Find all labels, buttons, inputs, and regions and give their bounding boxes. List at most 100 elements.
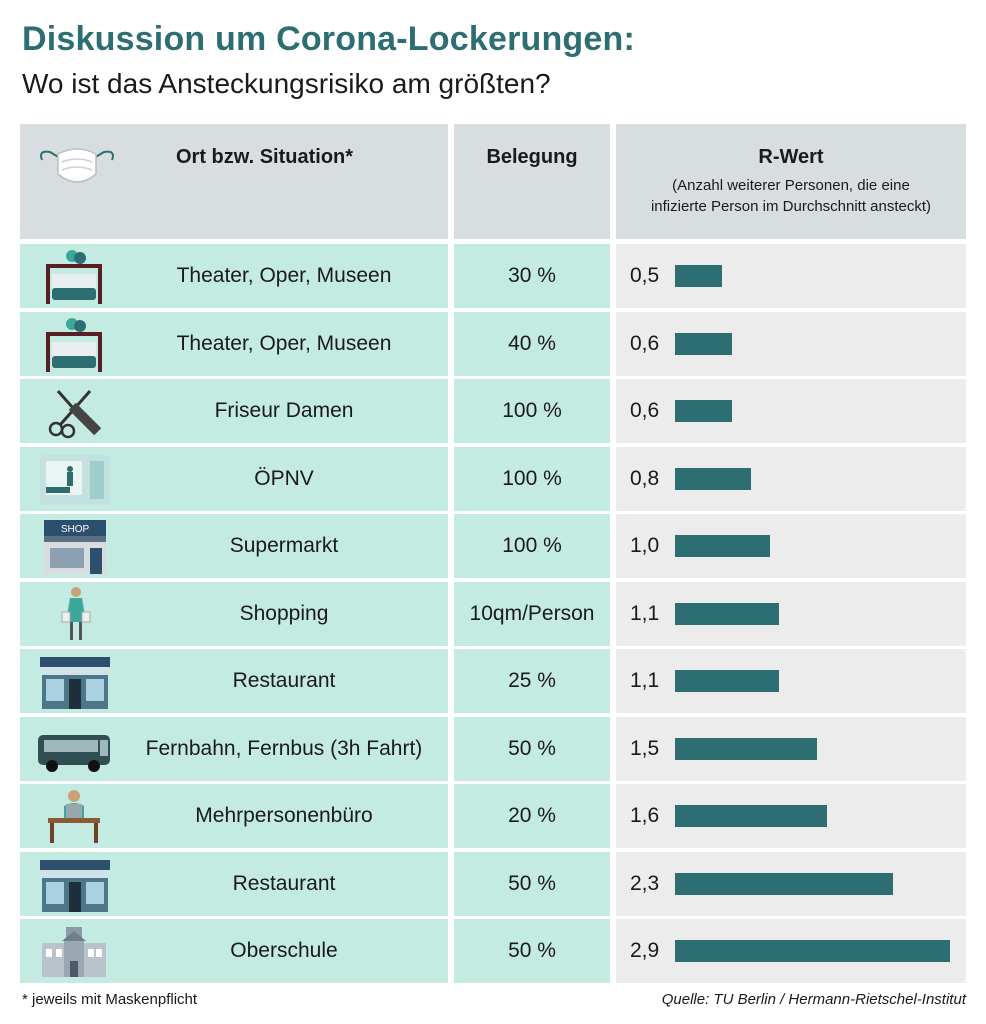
row-rvalue-cell: 1,6: [616, 784, 966, 848]
restaurant-icon: [34, 653, 114, 709]
row-rvalue-label: 1,1: [630, 602, 660, 625]
row-situation-cell: Restaurant: [20, 649, 448, 713]
row-occupancy-value: 100 %: [502, 534, 562, 557]
row-occupancy-value: 30 %: [508, 264, 556, 287]
row-rvalue-cell: 1,0: [616, 514, 966, 578]
row-occupancy-value: 100 %: [502, 467, 562, 490]
row-occupancy-value: 40 %: [508, 332, 556, 355]
theater-icon: [34, 248, 114, 304]
r-value-bar: [675, 738, 817, 760]
row-rvalue-label: 0,5: [630, 264, 660, 287]
row-situation-label: Theater, Oper, Museen: [176, 264, 392, 287]
row-situation-label: Shopping: [239, 602, 329, 625]
chart-title: Diskussion um Corona-Lockerungen:: [22, 20, 636, 58]
row-situation-cell: Shopping: [20, 582, 448, 646]
row-occupancy-cell: 20 %: [454, 784, 610, 848]
row-rvalue-label: 1,6: [630, 804, 660, 827]
r-value-bar: [675, 400, 732, 422]
row-situation-cell: Fernbahn, Fernbus (3h Fahrt): [20, 717, 448, 781]
row-rvalue-cell: 2,3: [616, 852, 966, 916]
row-situation-cell: Mehrpersonenbüro: [20, 784, 448, 848]
r-value-bar: [675, 940, 950, 962]
row-rvalue-label: 0,6: [630, 332, 660, 355]
restaurant-icon: [34, 856, 114, 912]
r-value-bar: [675, 805, 827, 827]
row-rvalue-cell: 1,5: [616, 717, 966, 781]
row-occupancy-cell: 50 %: [454, 717, 610, 781]
header-rvalue-label: R-Wert: [758, 146, 824, 168]
row-occupancy-value: 50 %: [508, 872, 556, 895]
face-mask-icon: [40, 148, 114, 183]
footnote: * jeweils mit Maskenpflicht: [22, 991, 198, 1008]
row-occupancy-value: 50 %: [508, 737, 556, 760]
row-occupancy-cell: 100 %: [454, 514, 610, 578]
row-occupancy-cell: 100 %: [454, 447, 610, 511]
header-rvalue-sub-line1: (Anzahl weiterer Personen, die eine: [672, 177, 910, 194]
header-cell-occupancy: Belegung: [454, 124, 610, 239]
chart-subtitle: Wo ist das Ansteckungsrisiko am größten?: [22, 68, 551, 99]
row-rvalue-label: 1,0: [630, 534, 660, 557]
school-building-icon: [34, 923, 114, 979]
row-occupancy-value: 25 %: [508, 669, 556, 692]
r-value-bar: [675, 265, 722, 287]
row-rvalue-cell: 1,1: [616, 582, 966, 646]
theater-icon: [34, 316, 114, 372]
row-situation-label: Restaurant: [232, 669, 336, 692]
row-occupancy-cell: 50 %: [454, 852, 610, 916]
row-situation-cell: SHOP Supermarkt: [20, 514, 448, 578]
row-rvalue-cell: 0,8: [616, 447, 966, 511]
row-rvalue-cell: 2,9: [616, 919, 966, 983]
row-rvalue-cell: 0,6: [616, 312, 966, 376]
row-rvalue-cell: 0,5: [616, 244, 966, 308]
shop-icon: SHOP: [34, 518, 114, 574]
row-occupancy-cell: 25 %: [454, 649, 610, 713]
row-occupancy-value: 50 %: [508, 939, 556, 962]
row-situation-label: Supermarkt: [229, 534, 339, 557]
row-rvalue-label: 2,3: [630, 872, 660, 895]
header-occupancy-label: Belegung: [486, 146, 578, 168]
row-situation-label: Restaurant: [232, 872, 336, 895]
row-rvalue-label: 2,9: [630, 939, 660, 962]
row-situation-label: Oberschule: [230, 939, 338, 962]
r-value-bar: [675, 535, 770, 557]
row-situation-label: Theater, Oper, Museen: [176, 332, 392, 355]
r-value-bar: [675, 468, 751, 490]
shopper-icon: [34, 586, 114, 642]
row-occupancy-cell: 30 %: [454, 244, 610, 308]
svg-text:SHOP: SHOP: [61, 524, 90, 535]
row-situation-cell: Friseur Damen: [20, 379, 448, 443]
office-desk-icon: [34, 788, 114, 844]
row-situation-label: ÖPNV: [254, 467, 314, 490]
row-occupancy-cell: 50 %: [454, 919, 610, 983]
row-situation-cell: ÖPNV: [20, 447, 448, 511]
row-occupancy-value: 10qm/Person: [469, 602, 595, 625]
row-rvalue-label: 0,6: [630, 399, 660, 422]
row-rvalue-label: 1,1: [630, 669, 660, 692]
r-value-bar: [675, 670, 779, 692]
header-cell-situation: Ort bzw. Situation*: [20, 124, 448, 239]
row-situation-cell: Oberschule: [20, 919, 448, 983]
row-occupancy-cell: 10qm/Person: [454, 582, 610, 646]
row-situation-cell: Restaurant: [20, 852, 448, 916]
header-cell-rvalue: R-Wert (Anzahl weiterer Personen, die ei…: [616, 124, 966, 239]
row-rvalue-label: 1,5: [630, 737, 660, 760]
row-situation-cell: Theater, Oper, Museen: [20, 312, 448, 376]
row-occupancy-value: 100 %: [502, 399, 562, 422]
row-rvalue-cell: 1,1: [616, 649, 966, 713]
row-occupancy-cell: 40 %: [454, 312, 610, 376]
header-situation-label: Ort bzw. Situation*: [176, 146, 354, 168]
row-rvalue-cell: 0,6: [616, 379, 966, 443]
row-situation-label: Mehrpersonenbüro: [195, 804, 373, 827]
tram-icon: [34, 451, 114, 507]
bus-icon: [34, 721, 114, 777]
row-situation-label: Fernbahn, Fernbus (3h Fahrt): [145, 737, 423, 760]
header-rvalue-sub-line2: infizierte Person im Durchschnitt anstec…: [650, 198, 932, 215]
row-situation-label: Friseur Damen: [214, 399, 354, 422]
source-note: Quelle: TU Berlin / Hermann-Rietschel-In…: [661, 991, 966, 1008]
r-value-bar: [675, 873, 893, 895]
r-value-bar: [675, 603, 779, 625]
r-value-bar: [675, 333, 732, 355]
row-situation-cell: Theater, Oper, Museen: [20, 244, 448, 308]
row-rvalue-label: 0,8: [630, 467, 660, 490]
scissors-comb-icon: [34, 383, 114, 439]
